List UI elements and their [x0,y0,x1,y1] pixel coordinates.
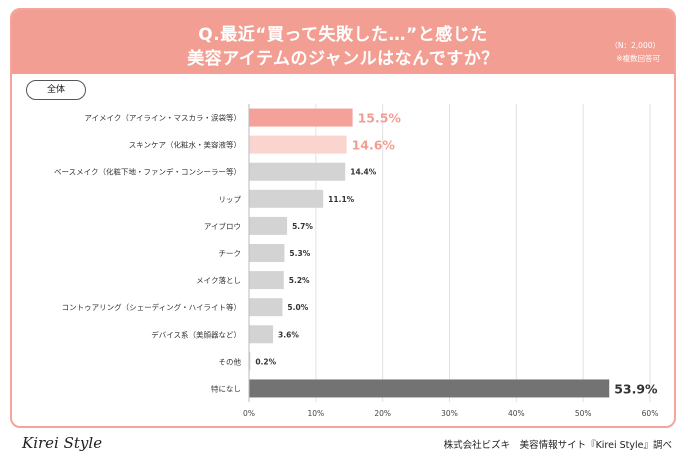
value-label: 15.5% [358,111,402,126]
kirei-style-logo: Kirei Style [22,434,103,452]
x-tick-label: 60% [642,409,659,418]
survey-credit: 株式会社ビズキ 美容情報サイト『Kirei Style』調べ [443,440,672,451]
x-tick-label: 30% [441,409,458,418]
value-label: 5.0% [287,303,308,312]
value-label: 14.6% [352,138,396,153]
survey-card: Q.最近“買って失敗した…”と感じた 美容アイテムのジャンルはなんですか？ （N… [10,8,676,428]
category-label: ベースメイク（化粧下地・ファンデ・コンシーラー等） [54,167,241,177]
bar [249,244,285,262]
category-label: アイブロウ [204,221,241,231]
bar [249,162,346,181]
value-label: 3.6% [278,330,299,339]
value-label: 5.7% [292,222,313,231]
sample-size: （N：2,000） [610,41,660,50]
x-tick-label: 20% [374,409,391,418]
value-label: 14.4% [350,168,377,177]
value-label: 11.1% [328,195,355,204]
multiple-answer-note: ※複数回答可 [616,54,660,63]
bar [249,271,284,290]
chart-title-line-1: Q.最近“買って失敗した…”と感じた [198,25,488,45]
chart-header: Q.最近“買って失敗した…”と感じた 美容アイテムのジャンルはなんですか？ （N… [12,10,674,74]
bar [249,135,347,154]
chart-title-line-2: 美容アイテムのジャンルはなんですか？ [187,49,499,69]
bar [249,298,283,317]
x-tick-label: 50% [575,409,592,418]
x-tick-label: 40% [508,409,525,418]
category-label: リップ [219,195,242,204]
category-label: スキンケア（化粧水・美容液等） [129,140,241,150]
bar [249,108,353,127]
value-label: 5.2% [289,276,310,285]
value-label: 0.2% [255,357,276,366]
category-label: アイメイク（アイライン・マスカラ・涙袋等） [84,113,241,123]
bar [249,325,274,344]
bar [249,379,610,398]
value-label: 5.3% [289,249,310,258]
x-tick-label: 0% [243,409,255,418]
bar [249,352,251,371]
x-tick-label: 10% [307,409,324,418]
segment-badge: 全体 [26,80,86,100]
bar [249,216,288,235]
category-label: デバイス系（美顔器など） [151,329,241,339]
category-label: その他 [219,356,242,366]
value-label: 53.9% [614,381,658,396]
category-label: チーク [219,249,242,258]
category-label: コントゥアリング（シェーディング・ハイライト等） [62,302,241,312]
category-label: メイク落とし [196,275,241,285]
bar [249,189,324,208]
category-label: 特になし [211,383,241,393]
